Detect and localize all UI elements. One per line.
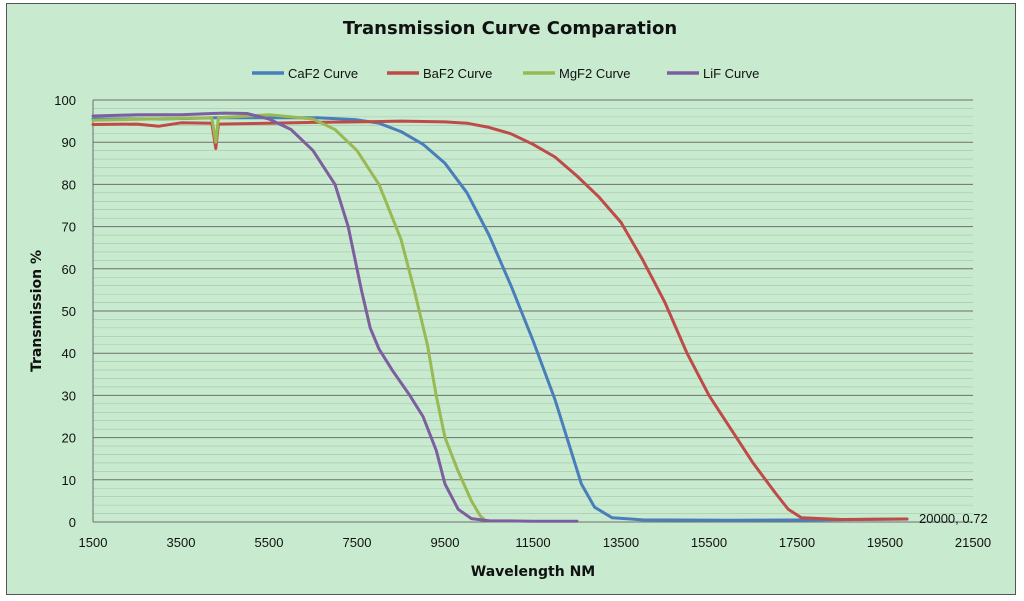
legend: CaF2 Curve BaF2 Curve MgF2 Curve LiF Curve bbox=[252, 66, 759, 81]
series-line-mgf2-curve bbox=[91, 113, 487, 522]
plot-area bbox=[91, 111, 909, 523]
legend-label: CaF2 Curve bbox=[288, 66, 358, 81]
x-tick-label: 1500 bbox=[79, 535, 108, 550]
y-tick-label: 40 bbox=[62, 346, 76, 361]
x-tick-label: 17500 bbox=[779, 535, 815, 550]
x-axis-title: Wavelength NM bbox=[471, 564, 595, 580]
y-tick-label: 60 bbox=[62, 262, 76, 277]
x-tick-label: 9500 bbox=[431, 535, 460, 550]
legend-label: MgF2 Curve bbox=[559, 66, 631, 81]
x-tick-label: 13500 bbox=[603, 535, 639, 550]
y-axis-ticks: 0 10 20 30 40 50 60 70 80 90 100 bbox=[54, 93, 76, 530]
x-tick-label: 3500 bbox=[167, 535, 196, 550]
series-line-lif-curve bbox=[91, 111, 579, 523]
x-tick-label: 5500 bbox=[255, 535, 284, 550]
x-tick-label: 19500 bbox=[867, 535, 903, 550]
y-tick-label: 90 bbox=[62, 135, 76, 150]
x-tick-label: 21500 bbox=[955, 535, 991, 550]
x-axis-ticks: 1500 3500 5500 7500 9500 11500 13500 15500 17500… bbox=[79, 535, 992, 550]
y-tick-label: 70 bbox=[62, 220, 76, 235]
x-tick-label: 11500 bbox=[515, 535, 550, 550]
y-tick-label: 20 bbox=[62, 431, 76, 446]
y-tick-label: 100 bbox=[54, 93, 76, 108]
annotations: 20000, 0.72 bbox=[919, 511, 988, 526]
series-line-baf2-curve bbox=[91, 119, 909, 521]
y-tick-label: 50 bbox=[62, 304, 76, 319]
y-tick-label: 0 bbox=[69, 515, 76, 530]
y-tick-label: 10 bbox=[62, 473, 76, 488]
legend-label: BaF2 Curve bbox=[423, 66, 492, 81]
y-axis-title: Transmission % bbox=[29, 250, 45, 372]
y-tick-label: 30 bbox=[62, 388, 76, 403]
x-tick-label: 15500 bbox=[691, 535, 727, 550]
y-tick-label: 80 bbox=[62, 177, 76, 192]
gridlines bbox=[92, 99, 973, 523]
legend-label: LiF Curve bbox=[703, 66, 759, 81]
chart-title: Transmission Curve Comparation bbox=[343, 18, 677, 39]
data-label: 20000, 0.72 bbox=[919, 511, 988, 526]
x-tick-label: 7500 bbox=[343, 535, 372, 550]
